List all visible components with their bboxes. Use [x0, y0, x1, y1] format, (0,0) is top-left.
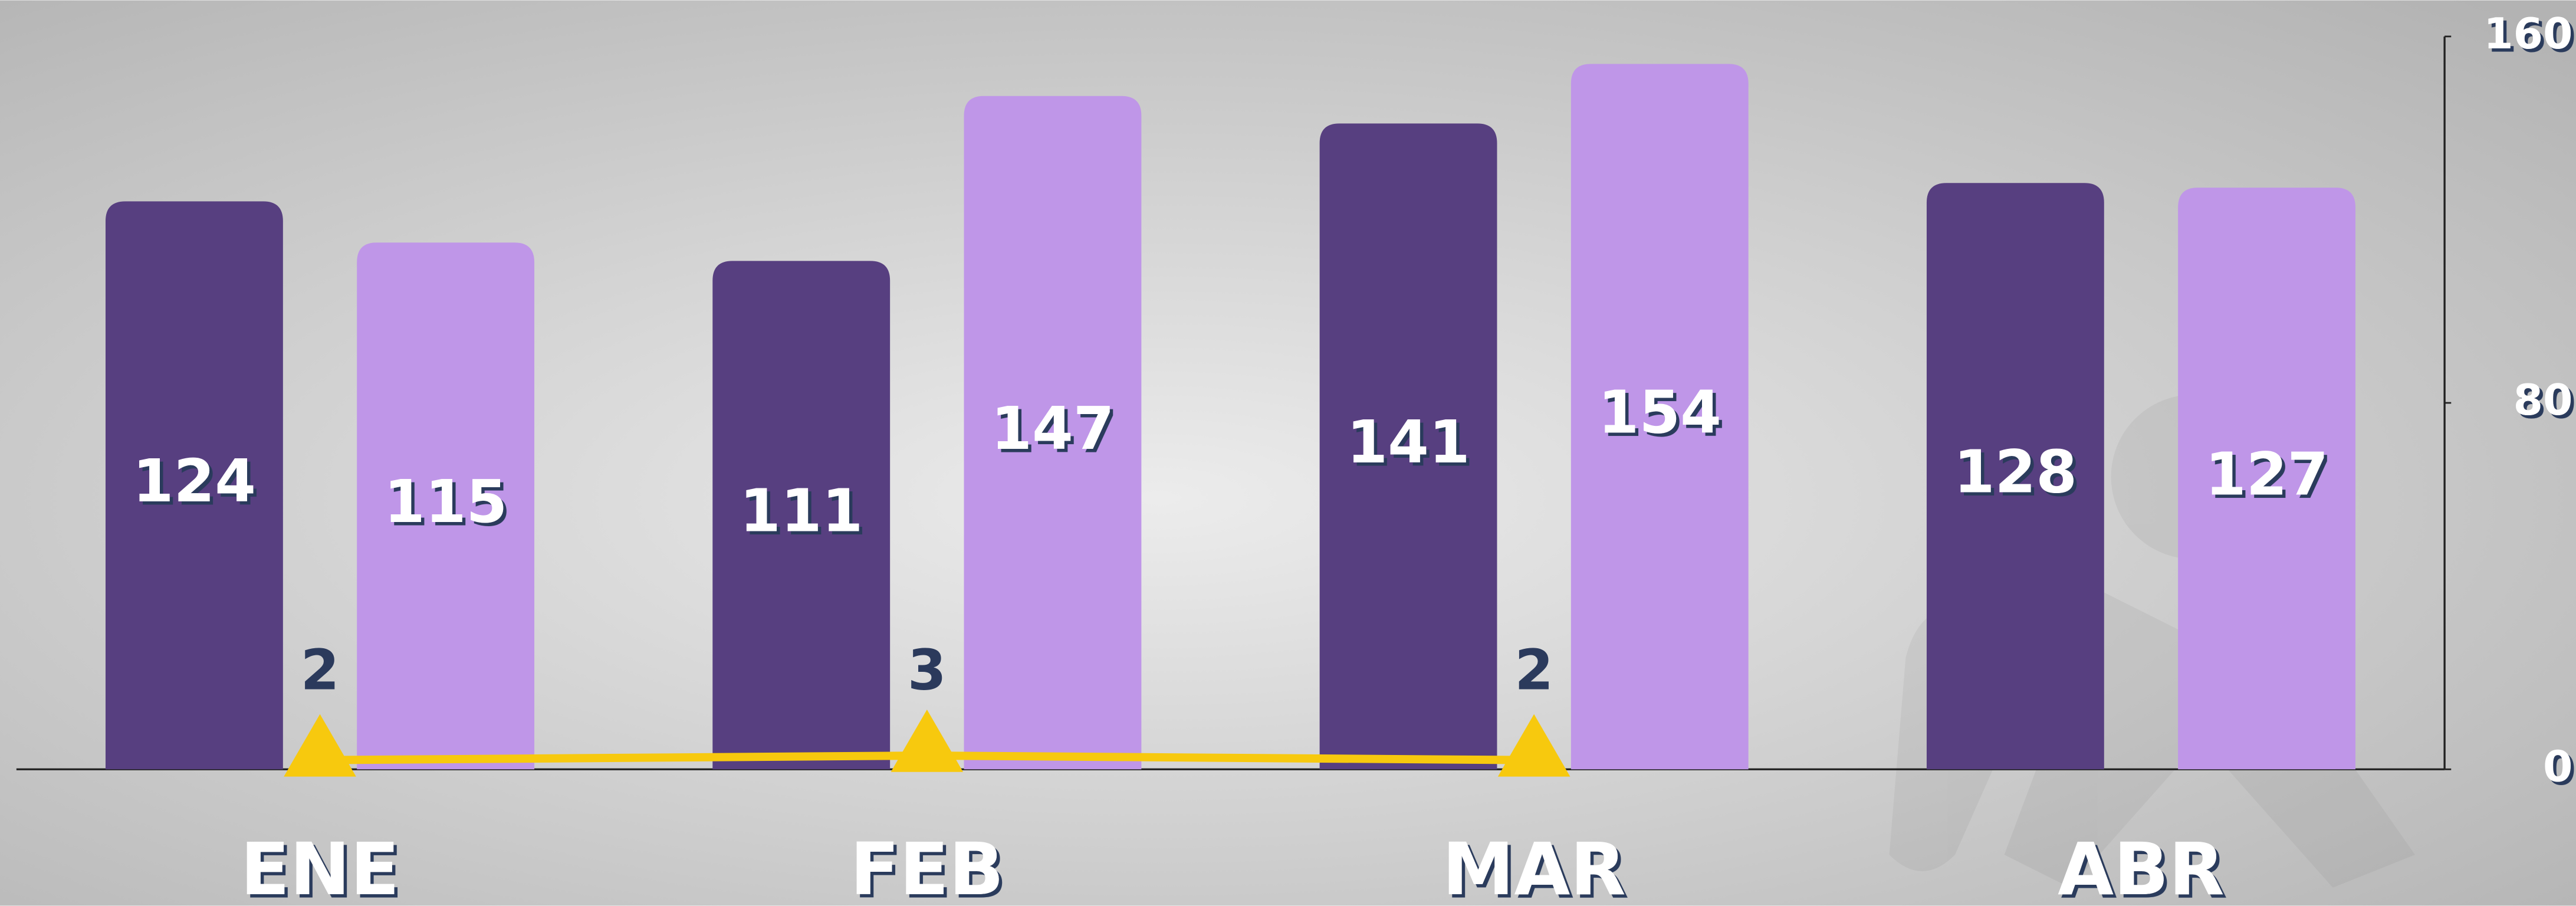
bar-value-label: 115: [384, 467, 507, 536]
y-tick-label: 0: [2543, 742, 2572, 792]
x-tick-label: MAR: [1443, 827, 1626, 906]
chart: 0 80 160 124 111 141 128 115 147 154 127 2 3 2 ENE FEB M…: [0, 0, 2576, 906]
bar-value-label: 154: [1598, 378, 1721, 447]
line-value-label: 2: [1514, 638, 1553, 703]
y-tick-label: 160: [2483, 9, 2572, 59]
bar-value-label: 124: [133, 447, 256, 516]
bar-value-label: 141: [1346, 408, 1470, 477]
x-tick-label: ABR: [2058, 827, 2225, 906]
line-value-label: 2: [301, 638, 340, 703]
bar-value-label: 111: [740, 477, 863, 546]
bar-value-label: 128: [1954, 438, 2077, 507]
y-tick-label: 80: [2513, 376, 2573, 425]
bar-value-label: 147: [991, 394, 1114, 463]
x-tick-label: FEB: [850, 827, 1004, 906]
x-tick-label: ENE: [241, 827, 400, 906]
bar-value-label: 127: [2205, 440, 2328, 509]
line-value-label: 3: [908, 638, 947, 703]
page: {"chart_data": {"type": "bar", "categori…: [0, 0, 2576, 906]
